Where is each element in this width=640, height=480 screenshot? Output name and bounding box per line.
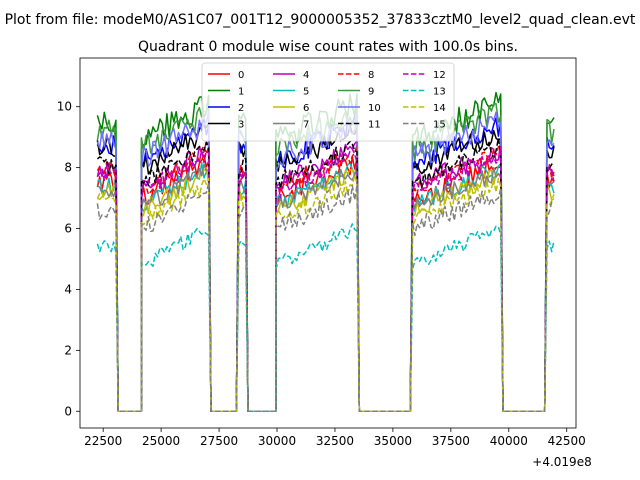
x-tick-label: 35000 bbox=[374, 434, 412, 448]
chart-title: Quadrant 0 module wise count rates with … bbox=[138, 39, 518, 55]
series-line-14 bbox=[96, 174, 555, 413]
series-line-12 bbox=[96, 146, 555, 413]
figure-suptitle: Plot from file: modeM0/AS1C07_001T12_900… bbox=[5, 12, 636, 28]
legend-label-0: 0 bbox=[238, 70, 244, 81]
legend-label-9: 9 bbox=[368, 87, 374, 98]
legend-label-6: 6 bbox=[303, 103, 309, 114]
legend-label-12: 12 bbox=[433, 70, 446, 81]
y-tick-label: 8 bbox=[64, 161, 72, 175]
legend-label-11: 11 bbox=[368, 120, 381, 131]
legend-label-5: 5 bbox=[303, 87, 309, 98]
x-tick-label: 27500 bbox=[200, 434, 238, 448]
plot-frame bbox=[79, 57, 577, 429]
legend-label-4: 4 bbox=[303, 70, 309, 81]
legend-label-13: 13 bbox=[433, 87, 446, 98]
legend-label-8: 8 bbox=[368, 70, 374, 81]
series-line-8 bbox=[96, 144, 555, 413]
x-offset-label: +4.019e8 bbox=[532, 455, 591, 469]
x-tick-label: 40000 bbox=[490, 434, 528, 448]
legend-label-10: 10 bbox=[368, 103, 381, 114]
y-tick-label: 10 bbox=[57, 100, 72, 114]
y-tick-label: 4 bbox=[64, 282, 72, 296]
x-tick-label: 25000 bbox=[142, 434, 180, 448]
legend-label-14: 14 bbox=[433, 103, 446, 114]
series-line-6 bbox=[97, 167, 555, 413]
x-tick-label: 37500 bbox=[432, 434, 470, 448]
legend-label-7: 7 bbox=[303, 120, 309, 131]
x-tick-label: 30000 bbox=[258, 434, 296, 448]
y-tick-label: 6 bbox=[64, 222, 72, 236]
legend-box bbox=[201, 62, 455, 142]
legend-label-3: 3 bbox=[238, 120, 244, 131]
series-line-13 bbox=[96, 223, 555, 413]
legend-label-2: 2 bbox=[238, 103, 244, 114]
series-line-15 bbox=[96, 182, 555, 413]
x-tick-label: 32500 bbox=[316, 434, 354, 448]
series-line-7 bbox=[96, 163, 555, 413]
y-axis: 0 2 4 6 8 10 bbox=[57, 100, 80, 418]
x-tick-label: 22500 bbox=[84, 434, 122, 448]
y-tick-label: 2 bbox=[64, 343, 72, 357]
legend-label-15: 15 bbox=[433, 120, 446, 131]
x-tick-label: 42500 bbox=[548, 434, 586, 448]
series-line-5 bbox=[96, 161, 555, 413]
y-tick-label: 0 bbox=[64, 404, 72, 418]
x-axis: 22500 25000 27500 30000 32500 35000 37500 40000… bbox=[84, 428, 586, 448]
series-line-11 bbox=[96, 137, 555, 413]
legend-label-1: 1 bbox=[238, 87, 244, 98]
